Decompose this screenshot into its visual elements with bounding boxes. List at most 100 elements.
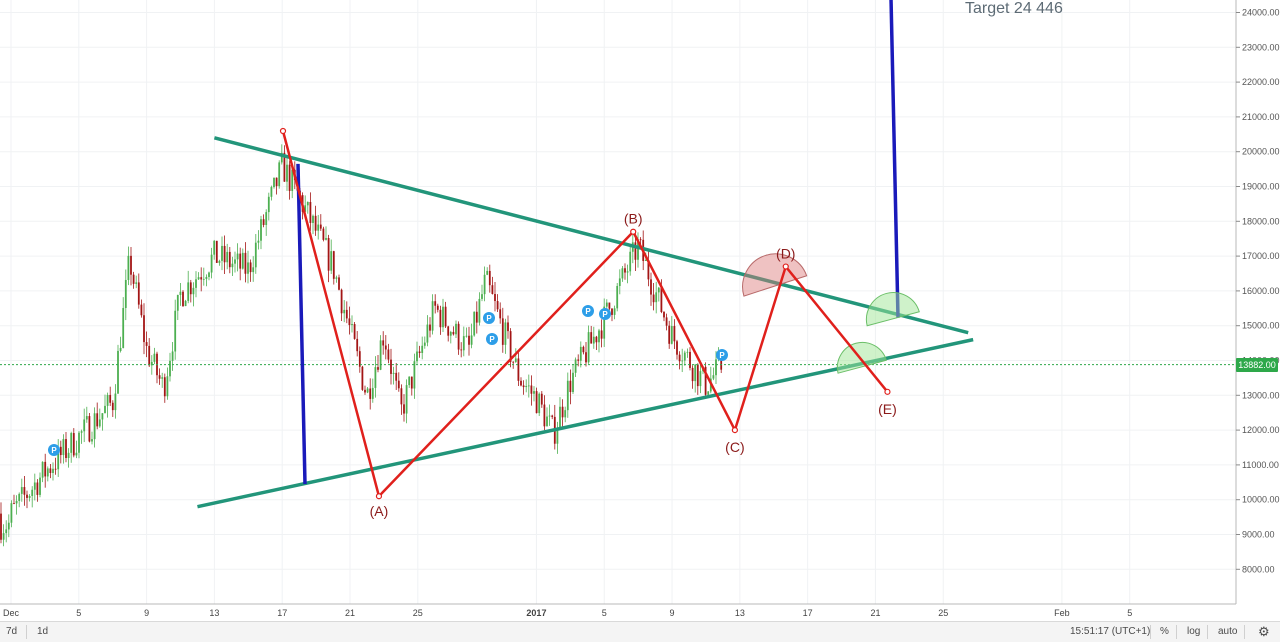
candle-body: [410, 376, 413, 389]
candle-body: [124, 279, 127, 308]
x-tick-label: Dec: [3, 608, 20, 618]
candle-body: [624, 268, 626, 273]
toolbar-divider: [1150, 625, 1151, 639]
y-tick-label: 17000.00: [1242, 251, 1280, 261]
candle-body: [465, 335, 468, 337]
candle-body: [540, 393, 543, 405]
candle-body: [39, 477, 41, 495]
x-tick-label: 5: [76, 608, 81, 618]
candle-body: [202, 278, 205, 280]
candle-body: [546, 416, 548, 427]
candle-body: [449, 331, 452, 336]
candle-body: [127, 255, 130, 280]
candle-body: [241, 252, 244, 269]
candle-body: [535, 391, 538, 414]
event-marker-icon: [582, 305, 594, 317]
candle-body: [187, 282, 190, 301]
event-marker-label: P: [51, 446, 57, 455]
event-marker-icon: [599, 308, 611, 320]
log-scale-button[interactable]: log: [1187, 626, 1201, 637]
x-axis[interactable]: Dec 5 9 13 17 21 25 2017 5 9 13 17 21 25 Feb 5: [0, 603, 1236, 618]
candle-body: [429, 324, 431, 331]
candle-body: [153, 353, 156, 362]
candle-body: [629, 251, 632, 272]
y-tick-label: 19000.00: [1242, 182, 1280, 192]
auto-scale-button[interactable]: auto: [1218, 626, 1238, 637]
candle-body: [351, 324, 353, 326]
candle-body: [176, 294, 179, 311]
candle-body: [109, 394, 112, 403]
candle-body: [2, 533, 5, 540]
candle-body: [574, 359, 577, 373]
candle-body: [366, 388, 369, 393]
candle-body: [270, 187, 273, 197]
candle-body: [101, 413, 104, 420]
candle-body: [470, 335, 473, 345]
interval-7d-button[interactable]: 7d: [6, 626, 18, 637]
percent-scale-button[interactable]: %: [1160, 626, 1169, 637]
candle-body: [496, 301, 499, 310]
candle-body: [33, 482, 36, 490]
candle-body: [140, 304, 143, 316]
candle-body: [104, 405, 106, 414]
bottom-toolbar: 7d 1d 15:51:17 (UTC+1) % log auto ⚙: [0, 621, 1280, 642]
candle-body: [361, 366, 364, 390]
y-tick-label: 15000.00: [1242, 321, 1280, 331]
candle-body: [70, 433, 73, 453]
candle-body: [652, 294, 655, 303]
candle-body: [694, 364, 697, 382]
candle-body: [590, 332, 593, 344]
candle-body: [397, 380, 400, 389]
candle-body: [340, 289, 343, 314]
candle-body: [538, 393, 541, 414]
x-tick-label: 5: [602, 608, 607, 618]
candle-body: [283, 152, 286, 182]
candle-body: [72, 433, 75, 456]
candle-body: [265, 212, 268, 225]
event-markers[interactable]: P P P P P P: [48, 305, 728, 456]
candle-body: [46, 468, 49, 477]
candle-body: [481, 294, 483, 299]
candle-body: [218, 260, 221, 263]
candle-body: [416, 351, 418, 362]
wave-vertex: [375, 493, 383, 500]
grid: [0, 0, 1236, 604]
candle-body: [613, 308, 616, 315]
y-tick-label: 16000.00: [1242, 286, 1280, 296]
candle-body: [618, 278, 621, 286]
candle-body: [455, 323, 457, 335]
candle-body: [418, 351, 421, 354]
interval-1d-button[interactable]: 1d: [37, 626, 49, 637]
candle-body: [150, 361, 153, 366]
candle-body: [254, 242, 257, 268]
clock-display[interactable]: 15:51:17 (UTC+1): [1070, 626, 1151, 637]
candle-body: [507, 322, 509, 332]
candle-body: [475, 311, 478, 323]
y-tick-label: 13000.00: [1242, 390, 1280, 400]
candle-body: [18, 493, 21, 501]
candle-body: [234, 259, 236, 264]
candle-body: [96, 413, 99, 427]
event-marker-label: P: [489, 335, 495, 344]
candle-body: [444, 306, 447, 327]
candle-body: [325, 238, 327, 240]
event-marker-label: P: [486, 314, 492, 323]
candle-body: [517, 358, 520, 381]
candle-body: [7, 522, 10, 530]
gear-icon[interactable]: ⚙: [1258, 624, 1270, 639]
candle-body: [169, 360, 171, 377]
candle-body: [374, 367, 377, 388]
candle-body: [504, 322, 507, 345]
candle-body: [65, 439, 67, 458]
y-axis[interactable]: 24000.00 23000.00 22000.00 21000.00 20000.00…: [1235, 0, 1280, 604]
candle-body: [527, 385, 530, 387]
event-marker-icon: [716, 349, 728, 361]
drawing-overlays: (A) (B) (C) (D) (E): [197, 0, 974, 519]
y-tick-label: 21000.00: [1242, 112, 1280, 122]
candle-body: [221, 245, 223, 261]
candle-body: [205, 276, 208, 279]
candle-body: [520, 380, 522, 386]
candle-body: [197, 277, 200, 280]
candle-body: [28, 495, 31, 498]
